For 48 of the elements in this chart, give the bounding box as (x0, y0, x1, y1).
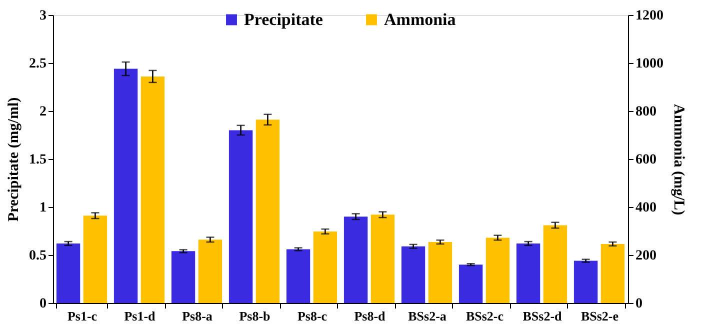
y-tick-label: 1 (40, 200, 46, 216)
bar (228, 130, 253, 303)
bar (370, 214, 395, 303)
bar (543, 225, 568, 303)
bar (171, 251, 196, 303)
x-tick-label: Ps1-c (67, 308, 98, 324)
x-tick-label: Ps8-b (239, 308, 270, 324)
x-tick-label: BSs2-d (522, 308, 563, 324)
x-tick-label: Ps1-d (124, 308, 156, 324)
x-tick-label: BSs2-c (466, 308, 504, 324)
y2-tick-label: 1200 (636, 8, 664, 24)
bar (198, 240, 222, 303)
y-tick-label: 2.5 (29, 56, 46, 72)
bar (600, 244, 625, 303)
x-tick-label: Ps8-a (182, 308, 213, 324)
y-tick-label: 1.5 (29, 152, 46, 168)
y-axis-title: Precipitate (mg/ml) (6, 97, 22, 222)
bar (486, 238, 510, 303)
legend-label: Ammonia (384, 10, 456, 29)
y2-tick-label: 400 (636, 200, 656, 216)
bar (313, 231, 338, 303)
y-tick-label: 3 (40, 8, 46, 24)
legend-label: Precipitate (244, 10, 324, 29)
bar (401, 246, 426, 303)
y-tick-label: 0.5 (29, 248, 46, 264)
y2-tick-label: 0 (636, 296, 642, 312)
y2-tick-label: 1000 (636, 56, 664, 72)
x-tick-label: Ps8-d (354, 308, 386, 324)
x-tick-label: BSs2-e (580, 308, 619, 324)
bar (140, 76, 165, 303)
bar (83, 216, 108, 303)
y2-axis-title: Ammonia (mg/L) (670, 104, 686, 216)
y-tick-label: 2 (40, 104, 46, 120)
bar (344, 216, 368, 303)
x-tick-label: Ps8-c (297, 308, 328, 324)
y2-tick-label: 200 (636, 248, 656, 264)
bar (428, 242, 452, 303)
bar (574, 260, 598, 303)
bar (516, 243, 540, 303)
bar (256, 120, 280, 303)
bar (56, 243, 80, 303)
y2-tick-label: 800 (636, 104, 656, 120)
bar (458, 264, 483, 303)
bar (286, 249, 310, 303)
x-tick-label: BSs2-a (408, 308, 447, 324)
y-tick-label: 0 (40, 296, 46, 312)
y2-tick-label: 600 (636, 152, 656, 168)
bar (114, 68, 138, 303)
